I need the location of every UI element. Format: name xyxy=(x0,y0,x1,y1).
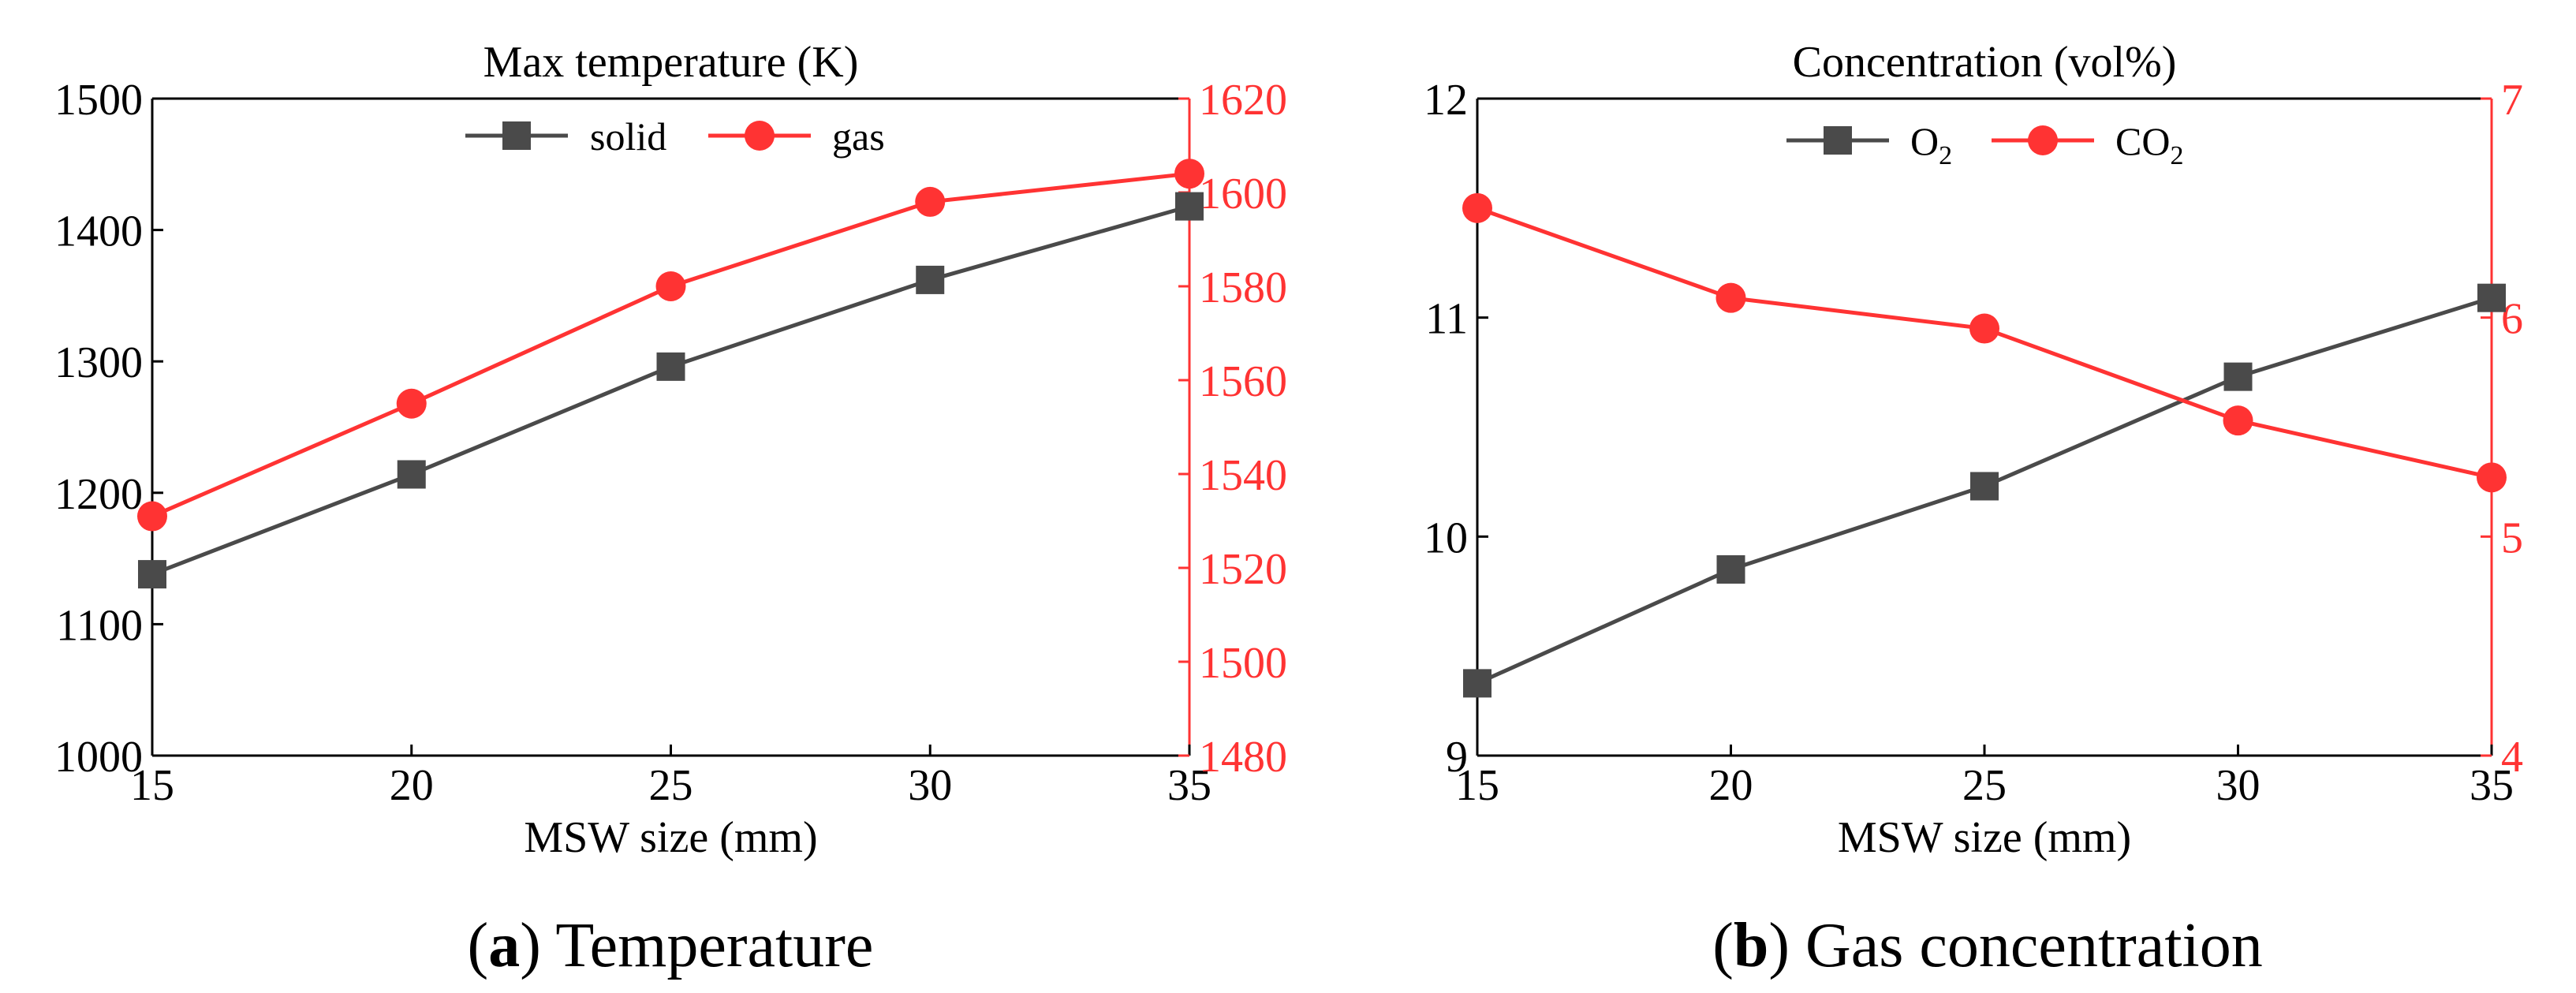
data-point-co xyxy=(1715,282,1746,313)
data-point-o xyxy=(2477,283,2506,312)
data-point-gas xyxy=(137,501,167,532)
data-point-solid xyxy=(1175,192,1204,221)
series-line-solid xyxy=(151,204,1190,577)
legend-label-co: CO2 xyxy=(2115,119,2183,170)
right-y-tick-label: 1480 xyxy=(1199,733,1287,782)
x-tick-label: 20 xyxy=(1709,761,1753,810)
right-y-tick-label: 1500 xyxy=(1199,639,1287,688)
data-point-co xyxy=(1969,313,1999,344)
data-point-gas xyxy=(1174,159,1204,189)
legend-label-solid: solid xyxy=(590,114,666,159)
x-tick-label: 25 xyxy=(1962,761,2007,810)
right-y-tick-label: 1620 xyxy=(1199,76,1287,125)
legend-marker-solid xyxy=(502,121,531,150)
x-axis-label: MSW size (mm) xyxy=(1838,813,2131,862)
data-point-o xyxy=(1463,669,1491,698)
left-y-tick-label: 1000 xyxy=(54,733,143,782)
x-tick-label: 30 xyxy=(2216,761,2261,810)
data-point-gas xyxy=(655,271,686,301)
panel-caption: (b) Gas concentration xyxy=(1712,911,2263,980)
left-y-tick-label: 9 xyxy=(1446,733,1468,782)
legend-marker-gas xyxy=(745,121,775,151)
x-tick-label: 35 xyxy=(1167,761,1211,810)
left-y-tick-label: 1200 xyxy=(54,470,143,519)
right-y-tick-label: 5 xyxy=(2501,513,2523,562)
left-y-tick-label: 10 xyxy=(1424,513,1468,562)
panel-caption: (a) Temperature xyxy=(468,911,874,980)
panel-a-temperature-chart: 15 20 25 30 35100011001200130014001500148015… xyxy=(54,38,1287,980)
data-point-solid xyxy=(916,265,945,294)
chart-title: Max temperature (K) xyxy=(483,38,859,87)
data-point-co xyxy=(2477,462,2507,493)
right-y-tick-label: 7 xyxy=(2501,76,2523,125)
x-axis-label: MSW size (mm) xyxy=(524,813,817,862)
legend-marker-co xyxy=(2028,125,2058,155)
data-point-gas xyxy=(915,186,946,217)
left-y-tick-label: 1500 xyxy=(54,76,143,125)
x-tick-label: 15 xyxy=(130,761,174,810)
data-point-solid xyxy=(397,460,426,489)
right-y-tick-label: 4 xyxy=(2501,733,2523,782)
data-point-solid xyxy=(138,560,166,589)
legend-label-o: O2 xyxy=(1910,119,1952,170)
right-y-tick-label: 1600 xyxy=(1199,170,1287,218)
data-point-o xyxy=(1970,472,1999,501)
x-tick-label: 35 xyxy=(2470,761,2514,810)
data-point-solid xyxy=(656,352,685,381)
data-point-o xyxy=(1716,554,1745,584)
data-point-co xyxy=(2223,405,2253,436)
right-y-tick-label: 1560 xyxy=(1199,357,1287,406)
series-line-gas xyxy=(151,171,1190,518)
legend-marker-o xyxy=(1824,126,1852,155)
right-y-tick-label: 1520 xyxy=(1199,545,1287,594)
x-tick-label: 30 xyxy=(908,761,952,810)
right-y-tick-label: 1580 xyxy=(1199,263,1287,312)
left-y-tick-label: 1400 xyxy=(54,207,143,256)
x-tick-label: 15 xyxy=(1455,761,1499,810)
chart-title: Concentration (vol%) xyxy=(1793,38,2177,87)
x-tick-label: 20 xyxy=(390,761,434,810)
data-point-co xyxy=(1462,192,1492,223)
x-tick-label: 25 xyxy=(649,761,693,810)
data-point-gas xyxy=(396,388,427,419)
legend-label-gas: gas xyxy=(832,114,885,159)
left-y-tick-label: 12 xyxy=(1424,76,1468,125)
left-y-tick-label: 1100 xyxy=(56,601,143,650)
right-y-tick-label: 1540 xyxy=(1199,451,1287,500)
data-point-o xyxy=(2223,362,2253,391)
left-y-tick-label: 11 xyxy=(1425,295,1468,344)
left-y-tick-label: 1300 xyxy=(54,338,143,387)
